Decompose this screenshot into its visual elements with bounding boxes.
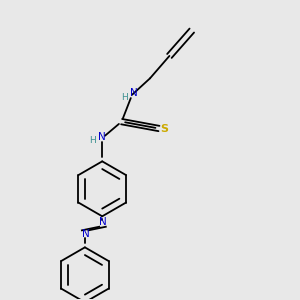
Text: N: N xyxy=(99,217,107,227)
Text: H: H xyxy=(121,93,128,102)
Text: H: H xyxy=(89,136,95,145)
Text: N: N xyxy=(130,88,138,98)
Text: N: N xyxy=(98,132,106,142)
Text: S: S xyxy=(160,124,168,134)
Text: N: N xyxy=(82,229,89,239)
